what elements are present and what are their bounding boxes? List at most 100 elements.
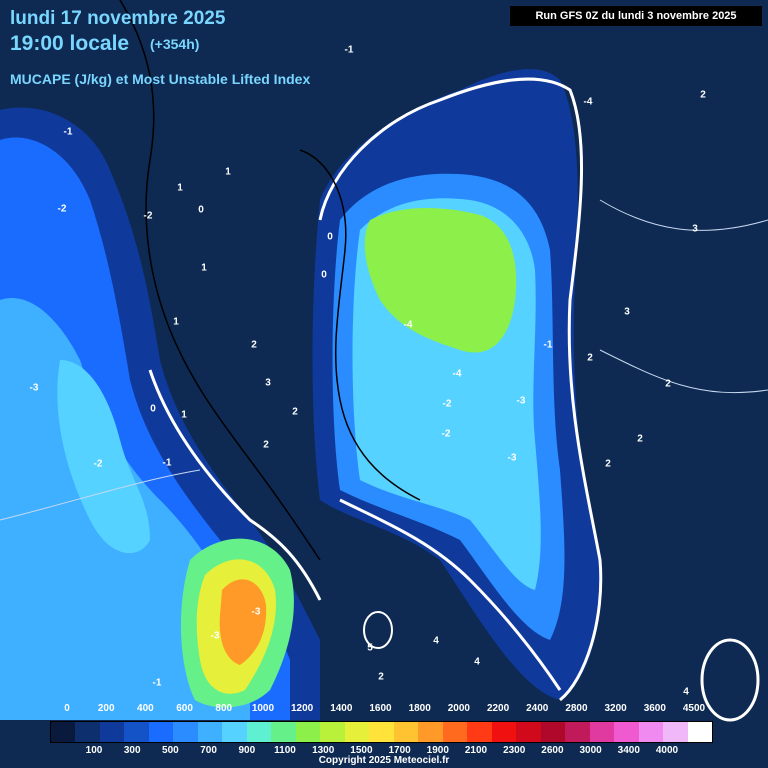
legend-tick-bottom: 100 — [85, 745, 103, 756]
li-value-label: 2 — [251, 339, 257, 351]
li-value-label: -1 — [344, 44, 354, 56]
legend-tick-top: 1200 — [291, 703, 314, 714]
li-value-label: -2 — [93, 458, 103, 470]
legend-tick-top: 4500 — [682, 703, 706, 714]
li-value-label: -2 — [442, 398, 452, 410]
color-legend — [50, 721, 713, 743]
forecast-date: lundi 17 novembre 2025 — [10, 8, 226, 29]
legend-swatch — [75, 722, 100, 742]
li-value-label: -2 — [143, 210, 153, 222]
li-value-label: 0 — [198, 204, 204, 216]
legend-tick-top: 1800 — [408, 703, 431, 714]
legend-tick-bottom: 300 — [123, 745, 141, 756]
legend-tick-top: 400 — [137, 703, 154, 714]
li-value-label: 3 — [265, 377, 271, 389]
li-value-label: -3 — [29, 382, 39, 394]
li-value-label: 1 — [173, 316, 179, 328]
cape-south-orange — [219, 579, 267, 665]
li-value-label: 1 — [177, 182, 183, 194]
li-zero-contour-east — [318, 77, 603, 702]
legend-tick-top: 600 — [176, 703, 193, 714]
li-value-label: -4 — [583, 96, 593, 108]
li-value-label: -2 — [57, 203, 67, 215]
legend-swatch — [614, 722, 639, 742]
legend-swatch — [222, 722, 247, 742]
legend-tick-top: 1400 — [330, 703, 353, 714]
legend-tick-bottom: 4000 — [655, 745, 679, 756]
legend-swatch — [565, 722, 590, 742]
legend-tick-top: 3200 — [604, 703, 627, 714]
legend-tick-bottom: 1500 — [350, 745, 373, 756]
legend-swatch — [687, 722, 713, 742]
legend-tick-bottom: 1300 — [312, 745, 335, 756]
forecast-lead: (+354h) — [150, 36, 200, 52]
li-value-label: 5 — [367, 642, 373, 654]
li-value-label: 0 — [327, 231, 333, 243]
legend-swatch — [320, 722, 345, 742]
legend-swatch — [663, 722, 688, 742]
coastline-east — [299, 149, 421, 501]
legend-swatch — [369, 722, 394, 742]
legend-swatch — [148, 722, 174, 742]
legend-tick-bottom: 2100 — [464, 745, 488, 756]
copyright: Copyright 2025 Meteociel.fr — [318, 755, 450, 766]
cape-east-core — [364, 208, 517, 353]
parameter-title: MUCAPE (J/kg) et Most Unstable Lifted In… — [10, 71, 311, 87]
legend-tick-bottom: 1100 — [274, 745, 296, 756]
legend-tick-bottom: 700 — [200, 745, 217, 756]
legend-tick-top: 2800 — [565, 703, 588, 714]
legend-swatch — [246, 722, 272, 742]
li-value-label: -3 — [507, 452, 517, 464]
legend-tick-bottom: 3400 — [617, 745, 640, 756]
legend-tick-top: 200 — [97, 703, 115, 714]
legend-tick-top: 800 — [215, 703, 233, 714]
legend-tick-bottom: 3000 — [579, 745, 602, 756]
li-value-label: -3 — [210, 630, 220, 642]
legend-swatch — [197, 722, 223, 742]
li-value-label: -3 — [516, 395, 526, 407]
li-value-label: 2 — [700, 89, 706, 101]
li-value-label: -1 — [152, 677, 162, 689]
li-value-label: 2 — [587, 352, 593, 364]
legend-tick-top: 2200 — [486, 703, 510, 714]
legend-swatch — [467, 722, 492, 742]
run-info: Run GFS 0Z du lundi 3 novembre 2025 — [510, 6, 762, 26]
li-value-label: -1 — [543, 339, 553, 351]
li-value-label: 3 — [624, 306, 630, 318]
legend-swatch — [124, 722, 149, 742]
li-value-label: -2 — [441, 428, 451, 440]
li-zero-contour-south — [339, 498, 562, 691]
li-value-label: 0 — [150, 403, 156, 415]
legend-swatch — [540, 722, 566, 742]
li-contour-thin-3 — [599, 349, 768, 394]
li-value-label: -4 — [452, 368, 462, 380]
li-value-label: 2 — [378, 671, 384, 683]
li-contour-south-island — [363, 611, 393, 649]
legend-swatch — [271, 722, 296, 742]
li-value-label: 4 — [683, 686, 689, 698]
li-value-label: 0 — [321, 269, 327, 281]
legend-swatch — [173, 722, 198, 742]
li-value-label: 1 — [181, 409, 187, 421]
legend-swatch — [393, 722, 419, 742]
li-value-label: -1 — [63, 126, 73, 138]
legend-tick-bottom: 2600 — [541, 745, 564, 756]
li-value-label: 2 — [665, 378, 671, 390]
legend-tick-top: 1600 — [369, 703, 392, 714]
li-value-label: 1 — [201, 262, 207, 274]
li-zero-contour-west — [148, 369, 322, 601]
cape-west-core — [57, 360, 151, 554]
legend-tick-bottom: 2300 — [503, 745, 526, 756]
forecast-time: 19:00 locale — [10, 32, 130, 55]
coastline-west — [119, 0, 321, 561]
li-value-label: 3 — [692, 223, 698, 235]
legend-swatch — [344, 722, 370, 742]
li-value-label: 4 — [433, 635, 439, 647]
legend-tick-top: 2000 — [447, 703, 470, 714]
legend-tick-bottom: 500 — [162, 745, 179, 756]
li-value-label: -1 — [162, 457, 172, 469]
legend-swatch — [442, 722, 468, 742]
li-value-label: -3 — [251, 606, 261, 618]
